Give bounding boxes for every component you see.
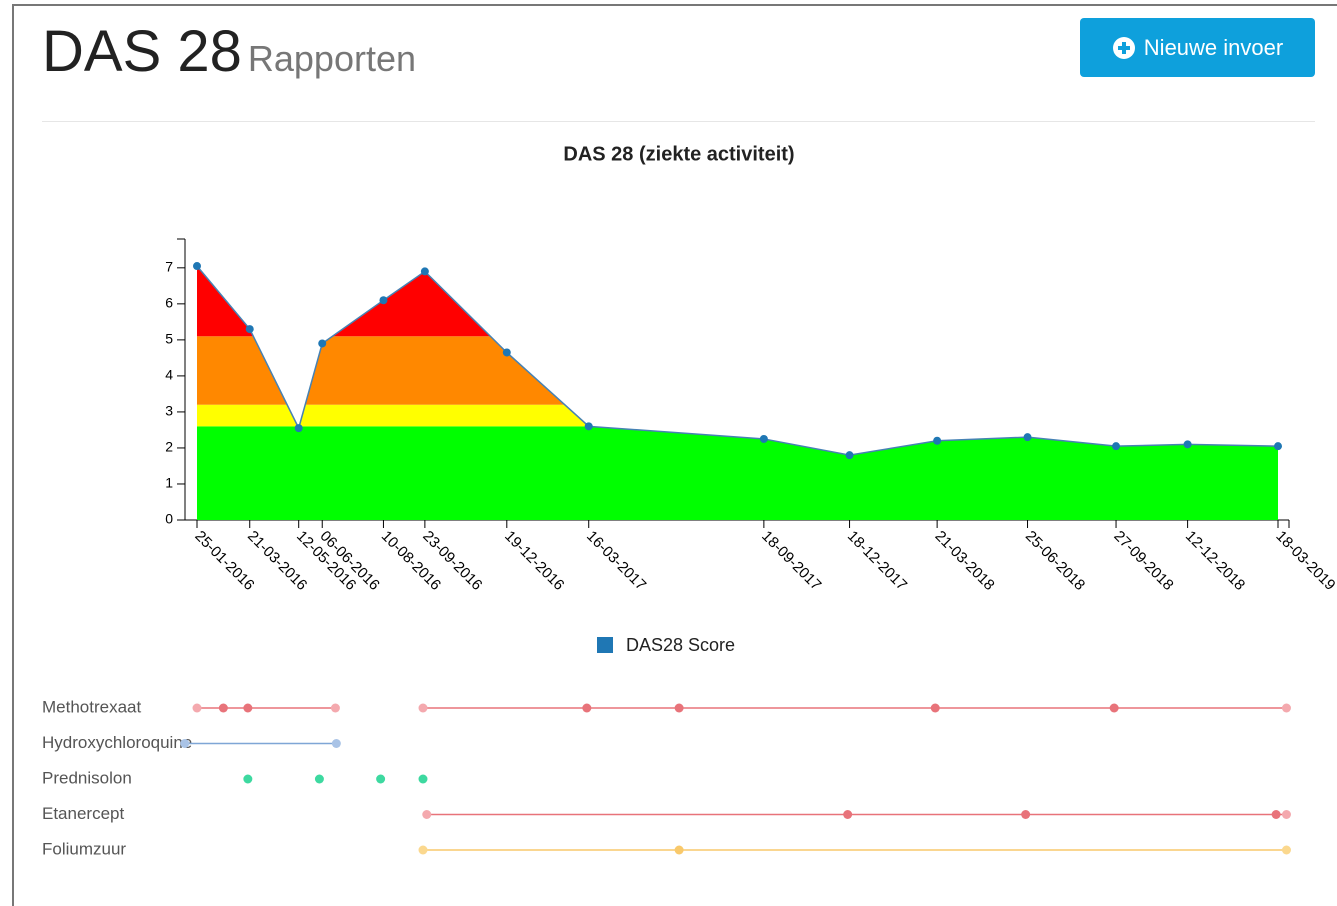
x-tick-label: 18-09-2017 <box>758 528 824 594</box>
point <box>1274 442 1282 451</box>
legend-label: DAS28 Score <box>626 635 735 655</box>
medication-event <box>422 810 432 819</box>
point <box>933 436 942 445</box>
x-tick-label: 18-12-2017 <box>844 528 910 594</box>
x-tick-label: 16-03-2017 <box>583 528 649 594</box>
point <box>294 424 303 433</box>
medication-event <box>674 703 684 713</box>
x-tick-label: 27-09-2018 <box>1110 528 1176 594</box>
x-tick-label: 12-12-2018 <box>1182 528 1248 594</box>
point <box>759 434 768 443</box>
chart-title: DAS 28 (ziekte activiteit) <box>563 143 794 165</box>
medication-event <box>314 774 324 784</box>
legend-swatch <box>597 637 613 653</box>
point <box>245 325 254 334</box>
medication-event <box>418 703 428 713</box>
medication-event <box>218 703 228 713</box>
y-tick-label: 7 <box>165 259 173 275</box>
x-tick-label: 21-03-2018 <box>931 528 997 594</box>
medication-event <box>1021 810 1031 819</box>
medication-event <box>331 739 341 748</box>
severity-band <box>197 336 1278 405</box>
medication-name: Prednisolon <box>42 768 132 787</box>
area <box>197 266 1278 520</box>
button-label: Nieuwe invoer <box>1143 34 1284 60</box>
severity-band <box>197 404 1278 427</box>
point <box>193 262 201 271</box>
severity-band <box>197 266 1278 337</box>
medication-name: Foliumzuur <box>42 839 126 858</box>
point <box>379 296 388 305</box>
page-title: DAS 28 Rapporten <box>42 18 416 85</box>
x-tick-label: 19-12-2016 <box>501 528 567 594</box>
medication-event <box>1271 810 1281 819</box>
medication-event <box>1109 703 1119 713</box>
medication-name: Etanercept <box>42 804 124 823</box>
medication-event <box>180 739 190 748</box>
point <box>845 451 854 460</box>
point <box>318 339 327 348</box>
point <box>420 267 429 276</box>
medication-event <box>243 774 253 784</box>
page-frame <box>12 4 1337 906</box>
medication-event <box>418 845 428 855</box>
severity-band <box>197 426 1278 520</box>
medication-event <box>674 845 684 855</box>
medication-event <box>330 703 340 713</box>
medication-event <box>243 703 253 713</box>
x-tick-label: 18-03-2019 <box>1272 528 1337 594</box>
medication-event <box>1281 810 1291 819</box>
medication-name: Methotrexaat <box>42 697 141 716</box>
y-tick-label: 1 <box>165 475 173 491</box>
y-tick-label: 0 <box>165 511 173 527</box>
medication-event <box>930 703 940 713</box>
medication-event <box>376 774 386 784</box>
medication-name: Hydroxychloroquine <box>42 733 192 752</box>
title: DAS 28 <box>42 19 242 84</box>
point <box>1112 442 1121 451</box>
y-tick-label: 6 <box>165 295 173 311</box>
medication-event <box>1281 845 1291 855</box>
point <box>1183 440 1192 449</box>
plus-icon <box>1112 36 1135 59</box>
point <box>502 348 511 357</box>
y-tick-label: 5 <box>165 331 173 347</box>
medication-event <box>843 810 853 819</box>
subtitle: Rapporten <box>247 38 417 79</box>
y-tick-label: 2 <box>165 439 173 455</box>
x-tick-label: 25-06-2018 <box>1022 528 1088 594</box>
new-entry-button[interactable]: Nieuwe invoer <box>1080 18 1315 77</box>
y-tick-label: 3 <box>165 403 173 419</box>
y-tick-label: 4 <box>165 367 173 383</box>
medication-event <box>1281 703 1291 713</box>
point <box>584 422 593 431</box>
divider <box>42 121 1315 122</box>
medication-event <box>192 703 202 713</box>
medication-event <box>582 703 592 713</box>
point <box>1023 433 1032 442</box>
medication-event <box>418 774 428 784</box>
